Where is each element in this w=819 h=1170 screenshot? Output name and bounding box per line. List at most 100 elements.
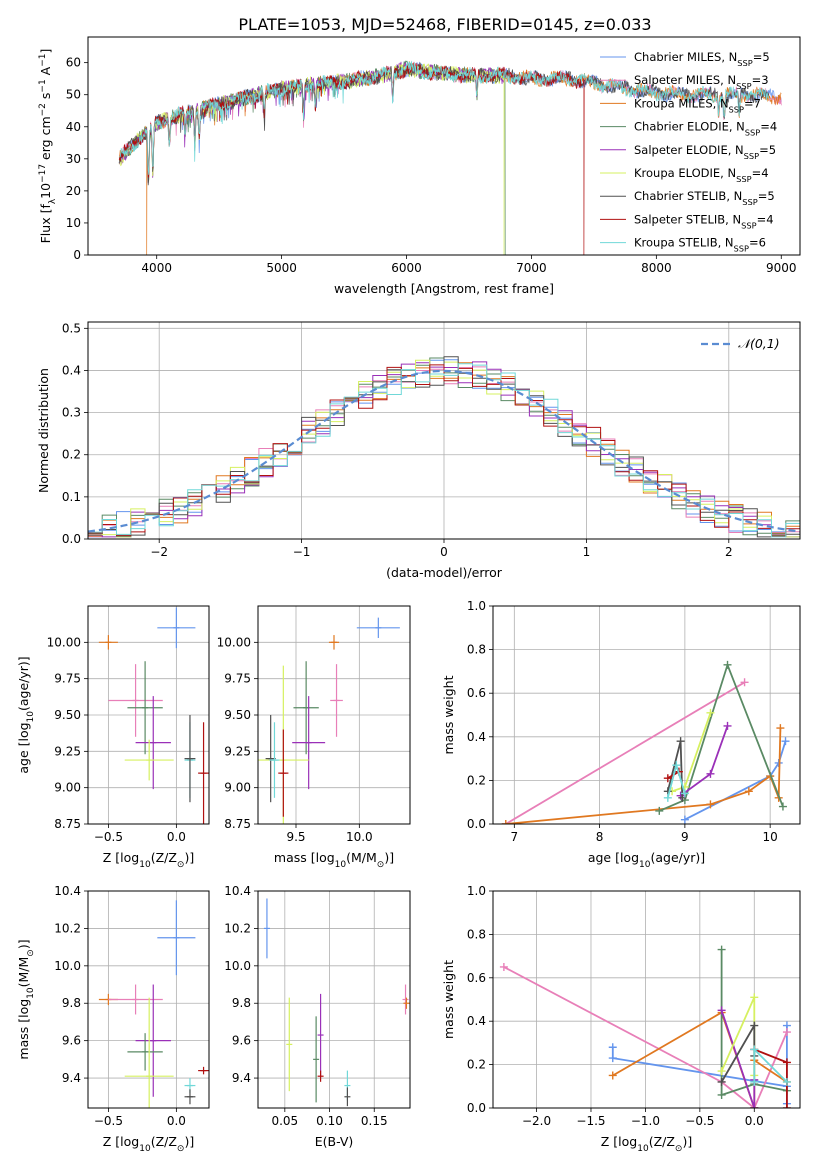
label-part: s [38, 93, 53, 104]
label-part: )] [184, 1134, 194, 1149]
plus-marker [663, 774, 672, 783]
label-part: =3 [752, 73, 769, 87]
label-part: SSP [742, 197, 757, 207]
tick-label-y: 0.2 [62, 448, 81, 462]
panel-residuals: −2 −1 0 1 2 0.0 0.1 0.2 0.3 0.4 0.5 (data-model)/er… [36, 321, 801, 580]
label-part: age [log [16, 722, 31, 773]
tick-label-x: 4000 [141, 261, 172, 275]
label-part: Z [log [601, 1134, 637, 1149]
tick-label-y: 10.4 [54, 884, 81, 898]
tick-label-y: 0.5 [62, 321, 81, 335]
label-part: SSP [737, 58, 752, 68]
axes-frame [87, 605, 210, 825]
label-part: Kroupa ELODIE, N [634, 166, 736, 180]
axes-frame [87, 321, 801, 540]
gaussian-curve [88, 369, 800, 533]
plus-marker [608, 1043, 617, 1052]
errorbar-point [317, 993, 324, 1077]
errorbar-point [402, 984, 409, 1015]
label-part: ⊙ [177, 860, 185, 870]
tick-label-x: 8 [596, 830, 604, 844]
tick-label-y: 8.75 [54, 817, 81, 831]
tick-label-x: 5000 [266, 261, 297, 275]
plus-marker [723, 660, 732, 669]
y-axis-label: mass weight [441, 960, 456, 1039]
label-part: (Z/Z [151, 1134, 177, 1149]
label-part: Flux [f [38, 204, 53, 244]
axes-frame [492, 605, 801, 825]
tick-label-y: 20 [66, 184, 81, 198]
tick-label-x: 6000 [391, 261, 422, 275]
tick-label-y: 10 [66, 216, 81, 230]
label-part: =5 [758, 189, 775, 203]
errorbar-point [108, 664, 163, 737]
errorbar-point [108, 984, 163, 1015]
errorbar-point [127, 661, 163, 755]
errorbar-point [286, 997, 293, 1092]
label-part: =4 [752, 166, 769, 180]
label-part: (age/yr)] [650, 850, 705, 865]
x-axis-label: (data-model)/error [386, 565, 503, 580]
errorbar-point [184, 715, 196, 803]
panel-mass-vs-Z: −0.5 0.09.49.69.810.010.210.4Z [log10(Z/Z… [16, 884, 210, 1154]
tick-label-x: 8000 [641, 261, 672, 275]
label-part: SSP [734, 244, 749, 254]
tick-label-y: 9.50 [224, 708, 251, 722]
label-part: (M/M [346, 850, 377, 865]
plus-marker [706, 769, 715, 778]
label-part: =4 [760, 120, 777, 134]
plus-marker [778, 802, 787, 811]
axes-frame [257, 890, 411, 1109]
tick-label-x: −2.0 [522, 1114, 551, 1128]
tick-label-y: 9.75 [224, 672, 251, 686]
label-part: )] [184, 850, 194, 865]
tick-label-y: 30 [66, 152, 81, 166]
tick-label-y: 0.2 [467, 773, 486, 787]
plus-marker [608, 1054, 617, 1063]
plus-marker [706, 708, 715, 717]
label-part: ⊙ [177, 1144, 185, 1154]
errorbar-point [198, 722, 209, 824]
plus-marker [750, 1104, 759, 1108]
plus-marker [717, 1090, 726, 1099]
plus-marker [608, 1071, 617, 1080]
label-part: mass weight [441, 960, 456, 1039]
label-part: =5 [753, 50, 770, 64]
tick-label-x: 7000 [516, 261, 547, 275]
panel-spectrum: 4000 5000 6000 7000 8000 9000 0 10 20 30 40 50 60 wav… [38, 36, 801, 296]
errorbar-point [330, 664, 343, 737]
tick-label-y: 10.2 [54, 921, 81, 935]
tick-label-y: 10.00 [47, 635, 81, 649]
tick-label-x: 1 [583, 545, 591, 559]
weight-line [505, 681, 746, 824]
errorbar-point [328, 635, 340, 650]
tick-label-y: 0.6 [467, 686, 486, 700]
errorbar-point [317, 1070, 324, 1082]
legend-entry: 𝒩(0,1) [738, 336, 780, 351]
tick-label-y: 9.8 [232, 996, 251, 1010]
plus-marker [750, 993, 759, 1002]
tick-label-y: 10.0 [224, 959, 251, 973]
label-part: E(B-V) [315, 1134, 354, 1149]
tick-label-y: 0.4 [467, 1014, 486, 1028]
tick-label-x: 9 [681, 830, 689, 844]
label-part: Chabrier STELIB, N [634, 189, 742, 203]
tick-label-y: 0.0 [467, 817, 486, 831]
plus-marker [717, 945, 726, 954]
legend-entry: Kroupa STELIB, NSSP=6 [634, 236, 766, 254]
plus-marker [717, 1006, 726, 1015]
tick-label-x: 0.0 [167, 830, 186, 844]
tick-label-y: 0.0 [62, 532, 81, 546]
label-part: Salpeter ELODIE, N [634, 143, 744, 157]
plus-marker [744, 787, 753, 796]
label-part: mass [log [16, 999, 31, 1060]
tick-label-x: −0.5 [94, 1114, 123, 1128]
label-part: 10 [139, 1144, 151, 1154]
plus-marker [680, 815, 689, 824]
tick-label-y: 9.6 [62, 1034, 81, 1048]
label-part: age [log [588, 850, 639, 865]
tick-label-y: 9.25 [224, 744, 251, 758]
tick-label-y: 60 [66, 56, 81, 70]
tick-label-y: 0.4 [62, 363, 81, 377]
